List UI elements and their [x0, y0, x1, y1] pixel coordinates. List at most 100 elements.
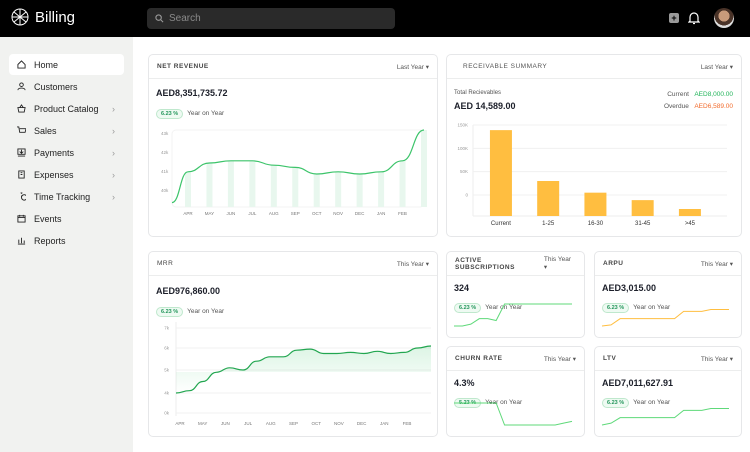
sidebar-item-customers[interactable]: Customers	[9, 76, 124, 97]
active-subscriptions-card: ACTIVE SUBSCRIPTIONS This Year ▾ 324 6.23…	[446, 251, 585, 338]
chevron-right-icon: ›	[112, 125, 115, 136]
sidebar-item-label: Payments	[34, 147, 75, 158]
sparkline	[601, 309, 729, 327]
sparkline	[601, 408, 729, 426]
user-icon	[17, 82, 26, 91]
bar	[631, 200, 654, 216]
bar	[678, 209, 701, 216]
search-placeholder: Search	[169, 13, 201, 24]
home-icon	[17, 60, 26, 69]
basket-icon	[17, 104, 26, 113]
receipt-icon	[18, 170, 25, 179]
x-tick-label: APR	[183, 211, 193, 216]
change-badge: 6.23 %	[602, 398, 630, 408]
change-label: Year on Year	[485, 399, 523, 406]
sidebar: Home Customers Product Catalog › Sales › Payme…	[0, 37, 133, 452]
stopwatch-icon	[20, 192, 26, 201]
metric-value: AED7,011,627.91	[602, 378, 674, 388]
total-label: Total Recievables	[454, 90, 502, 96]
x-tick-label: OCT	[311, 421, 321, 426]
top-bar: Billing Search +	[0, 0, 750, 37]
x-tick-label: JUN	[227, 211, 236, 216]
card-title: MRR	[157, 260, 174, 267]
bar	[399, 160, 406, 207]
bar	[421, 130, 427, 207]
card-title: ACTIVE SUBSCRIPTIONS	[455, 256, 515, 271]
ltv-card: LTV This Year ▾ AED7,011,627.91 6.23 % Yea…	[594, 346, 742, 437]
sidebar-item-expenses[interactable]: Expenses ›	[9, 164, 124, 185]
bell-icon[interactable]	[688, 11, 700, 25]
card-title: ARPU	[603, 260, 624, 267]
x-tick-label: 31-45	[635, 221, 651, 227]
sidebar-item-label: Customers	[34, 81, 78, 92]
x-tick-label: FEB	[398, 211, 407, 216]
arpu-card: ARPU This Year ▾ AED3,015.00 6.23 % Year o…	[594, 251, 742, 338]
chevron-right-icon: ›	[112, 103, 115, 114]
card-title: RECEIVABLE SUMMARY	[463, 63, 548, 70]
change-badge: 6.23 %	[454, 303, 482, 313]
net-revenue-chart: 43k 42k 41k 40k APR MAY JUN JUL AUG SEP OCT NOV DEC J…	[161, 129, 427, 216]
bar	[313, 174, 320, 207]
period-label: This Year	[543, 355, 571, 363]
mrr-chart: 7k 6k 5k 4k 0k APR MAY JUN JUL AUG SEP OCT NOV DEC JAN…	[164, 322, 432, 426]
y-tick-label: 0k	[164, 411, 170, 416]
period-label: This Year	[396, 260, 424, 268]
change-badge: 6.23 %	[156, 307, 184, 317]
change-label: Year on Year	[187, 110, 225, 117]
bar	[249, 160, 256, 207]
sidebar-item-label: Time Tracking	[34, 191, 91, 202]
period-select[interactable]: This Year ▾	[543, 355, 576, 363]
y-tick-label: 42k	[161, 150, 169, 155]
y-tick-label: 0	[465, 193, 468, 198]
bar	[292, 167, 299, 207]
bar	[537, 181, 560, 216]
avatar[interactable]	[714, 8, 734, 28]
period-select[interactable]: This Year ▾	[543, 256, 571, 271]
overdue-label: Overdue	[663, 103, 689, 110]
sparkline	[454, 303, 572, 327]
app-logo[interactable]: Billing	[11, 8, 75, 26]
change-label: Year on Year	[633, 304, 671, 311]
bar	[335, 171, 342, 207]
sidebar-item-reports[interactable]: Reports	[9, 230, 124, 251]
period-select[interactable]: This Year ▾	[700, 260, 733, 268]
period-select[interactable]: Last Year ▾	[396, 63, 429, 71]
y-tick-label: 100K	[457, 146, 468, 151]
bar	[206, 163, 213, 207]
period-select[interactable]: This Year ▾	[700, 355, 733, 363]
add-button[interactable]: +	[669, 13, 679, 23]
search-input[interactable]: Search	[147, 8, 395, 29]
sidebar-item-time-tracking[interactable]: Time Tracking ›	[9, 186, 124, 207]
x-tick-label: JAN	[380, 421, 389, 426]
x-tick-label: Current	[491, 221, 511, 227]
bar	[185, 171, 191, 207]
mrr-line	[175, 345, 432, 394]
x-tick-label: DEC	[357, 421, 367, 426]
change-label: Year on Year	[485, 304, 523, 311]
y-tick-label: 40k	[161, 188, 169, 193]
change-badge: 6.23 %	[156, 109, 184, 119]
y-tick-label: 6k	[164, 346, 170, 351]
x-tick-label: JUL	[248, 211, 256, 216]
sidebar-item-product-catalog[interactable]: Product Catalog ›	[9, 98, 124, 119]
sidebar-item-home[interactable]: Home	[9, 54, 124, 75]
cart-icon	[17, 126, 26, 133]
sidebar-item-sales[interactable]: Sales ›	[9, 120, 124, 141]
y-tick-label: 4k	[164, 391, 170, 396]
bar	[489, 130, 512, 216]
x-tick-label: JUN	[221, 421, 230, 426]
sidebar-item-events[interactable]: Events	[9, 208, 124, 229]
period-select[interactable]: Last Year ▾	[700, 63, 733, 71]
mrr-value: AED976,860.00	[156, 286, 221, 296]
sidebar-item-payments[interactable]: Payments ›	[9, 142, 124, 163]
net-revenue-value: AED8,351,735.72	[156, 88, 228, 98]
change-label: Year on Year	[187, 308, 225, 315]
x-tick-label: FEB	[403, 421, 412, 426]
card-title: LTV	[603, 355, 617, 362]
x-tick-label: 16-30	[588, 221, 604, 227]
sidebar-item-label: Events	[34, 213, 62, 224]
x-tick-label: JAN	[377, 211, 386, 216]
period-select[interactable]: This Year ▾	[396, 260, 429, 268]
mrr-area	[176, 346, 431, 393]
card-title: CHURN RATE	[455, 355, 503, 362]
